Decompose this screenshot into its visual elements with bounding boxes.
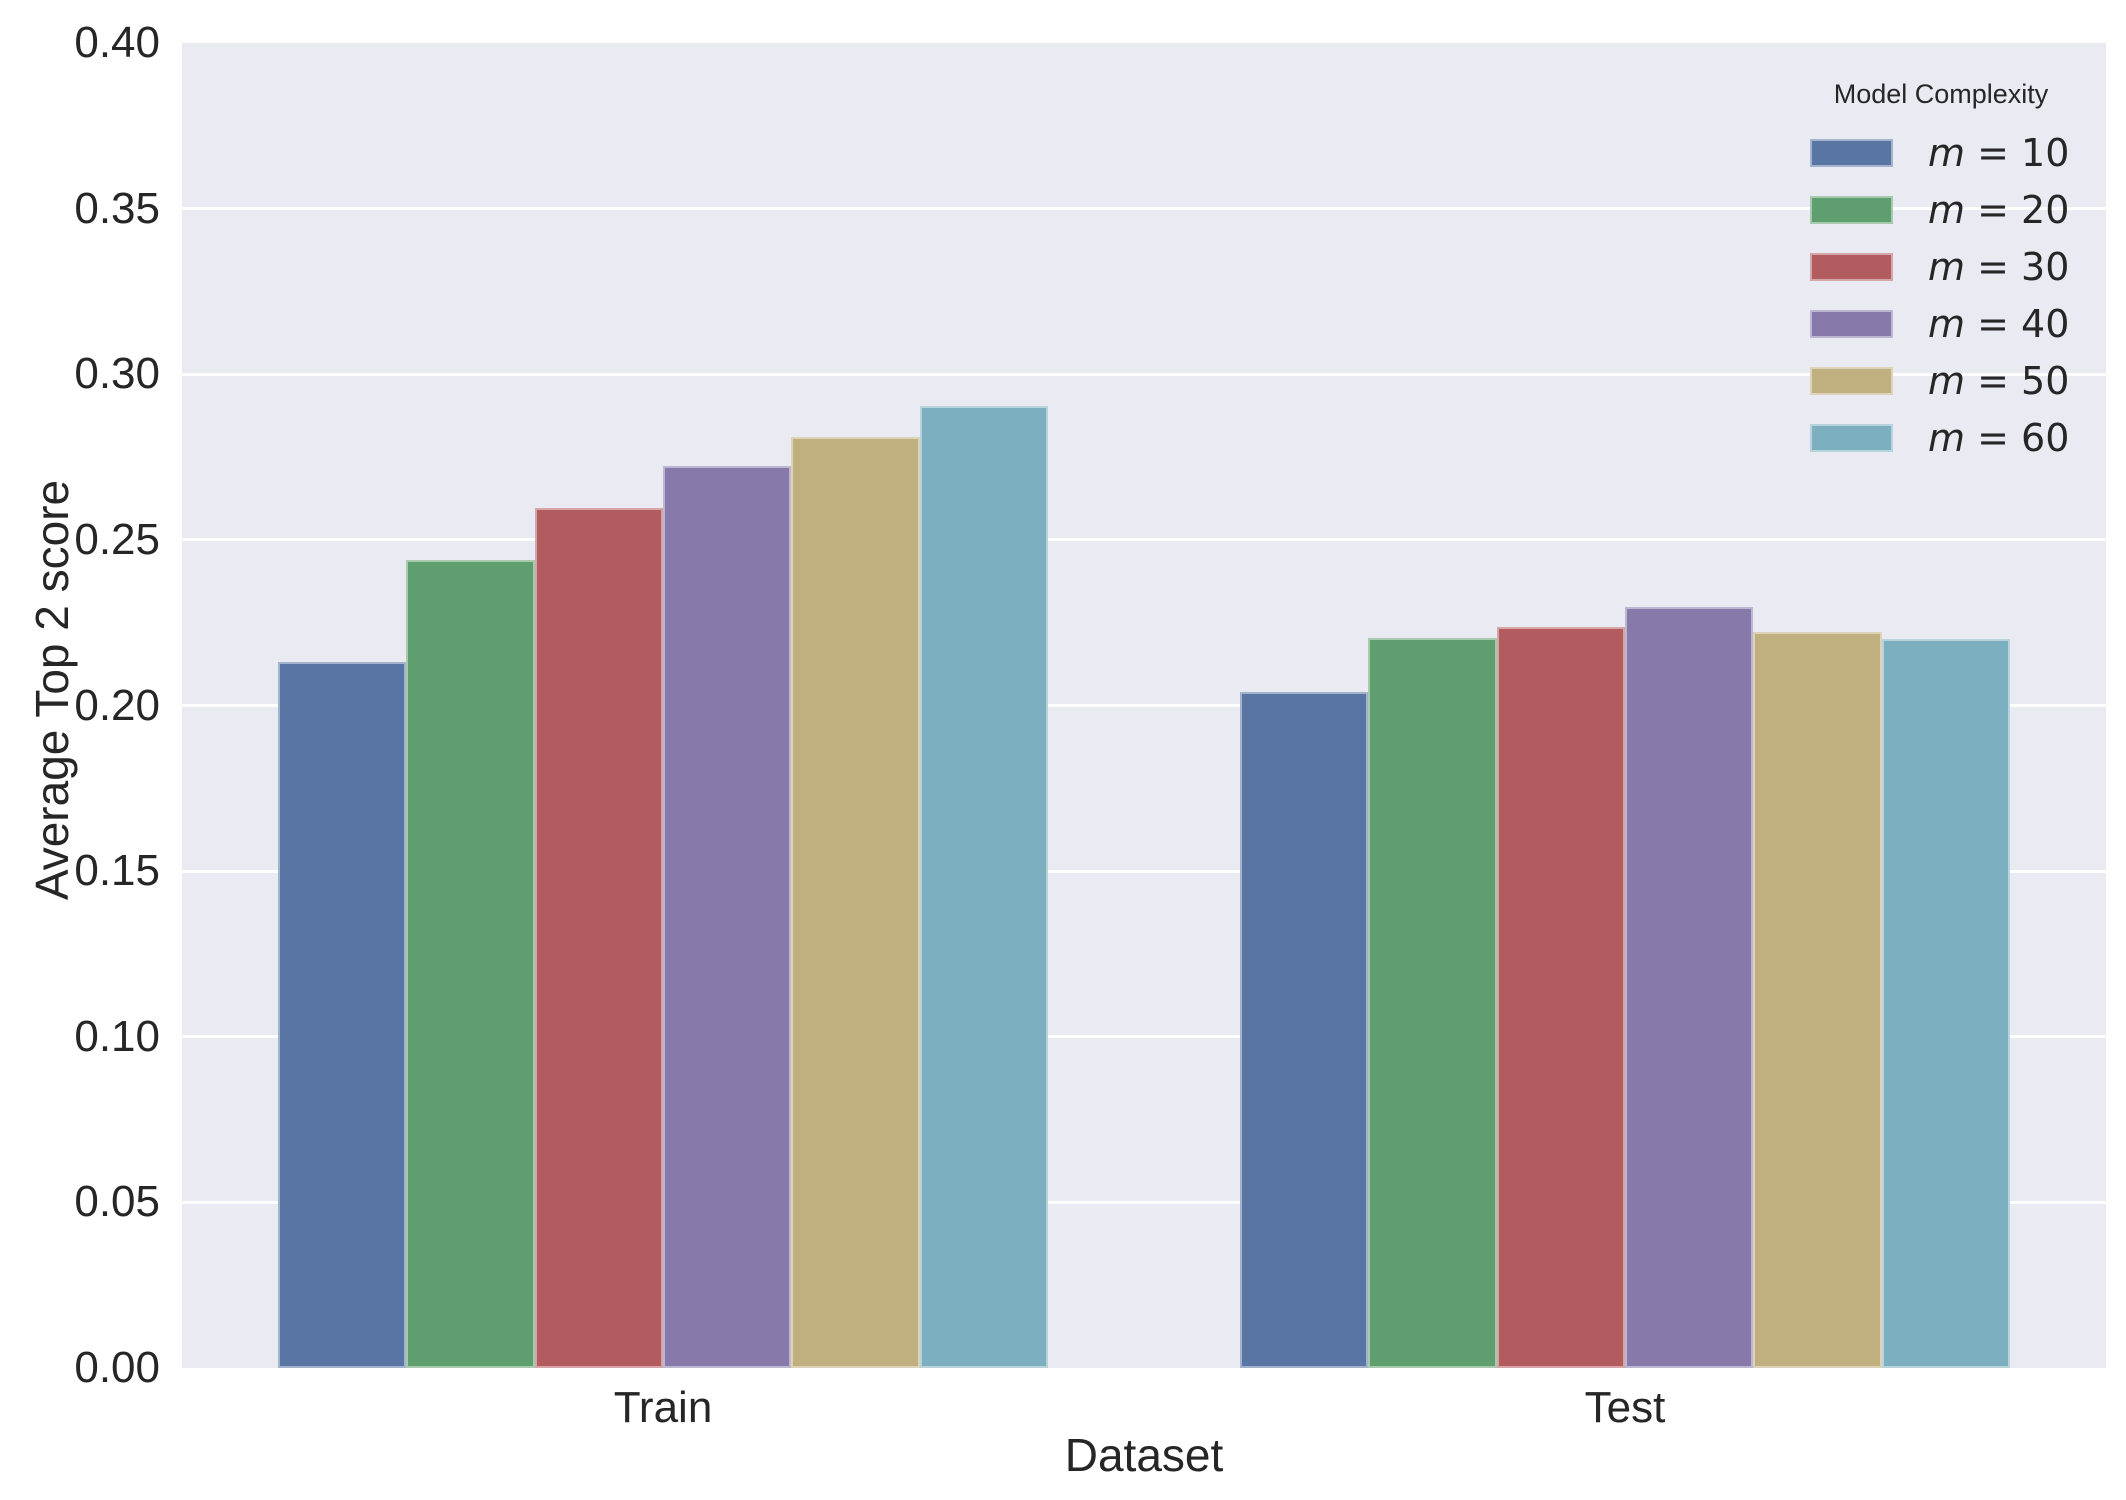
legend-item-label: m = 40 xyxy=(1928,301,2070,346)
legend-item-label: m = 30 xyxy=(1928,244,2070,289)
legend: Model Complexity m = 10 m = 20 m = 30 m = 4… xyxy=(1796,78,2096,466)
bar-test-m=40 xyxy=(1625,606,1754,1368)
y-tick-label: 0.00 xyxy=(74,1343,160,1392)
legend-item-m=60: m = 60 xyxy=(1810,409,2096,466)
gridline xyxy=(182,1200,2106,1204)
legend-item-m=50: m = 50 xyxy=(1810,352,2096,409)
legend-swatch xyxy=(1810,138,1893,167)
bar-test-m=30 xyxy=(1496,626,1625,1368)
bar-train-m=60 xyxy=(919,406,1048,1368)
legend-item-label: m = 20 xyxy=(1928,187,2070,232)
bar-train-m=40 xyxy=(663,465,792,1368)
legend-item-m=10: m = 10 xyxy=(1810,124,2096,181)
y-tick-label: 0.20 xyxy=(74,680,160,730)
bar-test-m=60 xyxy=(1881,638,2010,1368)
legend-swatch xyxy=(1810,309,1893,338)
legend-items: m = 10 m = 20 m = 30 m = 40 m = 50 m = 60 xyxy=(1810,124,2096,466)
legend-swatch xyxy=(1810,195,1893,224)
legend-title: Model Complexity xyxy=(1833,79,2049,109)
bar-train-m=50 xyxy=(791,437,920,1368)
legend-item-label: m = 10 xyxy=(1928,130,2070,175)
y-tick-label: 0.05 xyxy=(74,1177,160,1227)
gridline xyxy=(182,704,2106,707)
bar-test-m=50 xyxy=(1753,631,1882,1368)
legend-item-label: m = 50 xyxy=(1928,358,2070,403)
y-tick-label: 0.25 xyxy=(74,514,160,564)
bar-train-m=10 xyxy=(278,661,407,1368)
legend-swatch xyxy=(1810,252,1893,281)
plot-area xyxy=(182,43,2106,1368)
x-tick-label-train: Train xyxy=(613,1383,713,1432)
legend-math-symbol: m xyxy=(1928,358,1966,403)
x-axis-label: Dataset xyxy=(1064,1429,1224,1481)
legend-swatch xyxy=(1810,423,1893,452)
gridline xyxy=(182,372,2106,376)
y-tick-label: 0.35 xyxy=(74,183,160,233)
legend-item-m=40: m = 40 xyxy=(1810,295,2096,352)
legend-math-symbol: m xyxy=(1928,244,1966,289)
bar-test-m=20 xyxy=(1368,637,1497,1368)
bar-train-m=20 xyxy=(406,559,535,1368)
legend-math-symbol: m xyxy=(1928,301,1966,346)
gridline xyxy=(182,538,2106,542)
bar-train-m=30 xyxy=(534,508,663,1368)
legend-math-symbol: m xyxy=(1928,130,1966,175)
legend-swatch xyxy=(1810,366,1893,395)
gridline xyxy=(182,1035,2106,1039)
x-tick-label-test: Test xyxy=(1584,1383,1666,1432)
legend-item-m=30: m = 30 xyxy=(1810,238,2096,295)
y-tick-label: 0.10 xyxy=(74,1011,160,1061)
gridline xyxy=(182,869,2106,873)
y-axis-label: Average Top 2 score xyxy=(26,479,78,901)
y-tick-label: 0.15 xyxy=(74,846,160,896)
legend-item-label: m = 60 xyxy=(1928,415,2070,460)
y-tick-label: 0.30 xyxy=(74,349,160,399)
legend-math-symbol: m xyxy=(1928,415,1966,460)
gridline xyxy=(182,207,2106,211)
bar-test-m=10 xyxy=(1240,692,1369,1368)
y-tick-label: 0.40 xyxy=(74,18,160,67)
legend-math-symbol: m xyxy=(1928,187,1966,232)
legend-item-m=20: m = 20 xyxy=(1810,181,2096,238)
